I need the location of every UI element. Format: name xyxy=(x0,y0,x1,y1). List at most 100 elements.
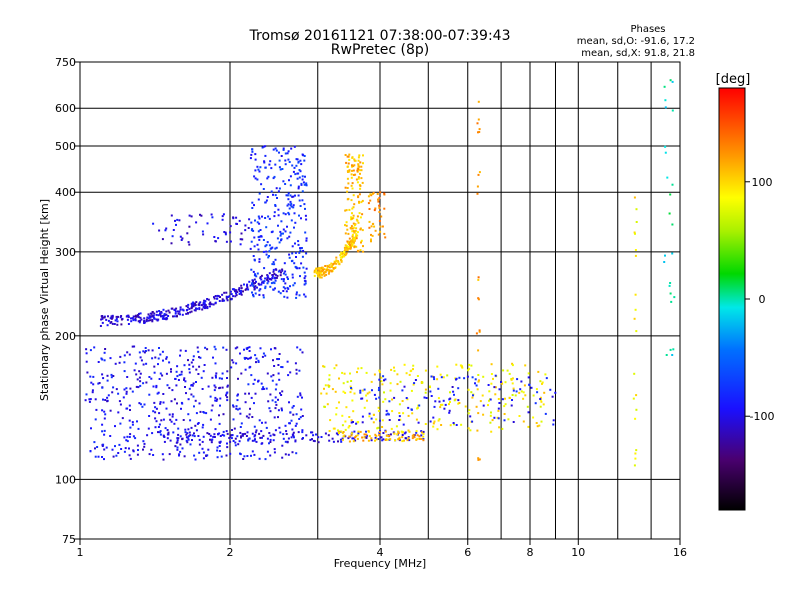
data-point xyxy=(266,372,269,375)
data-point xyxy=(351,235,354,238)
data-point xyxy=(413,382,416,385)
data-point xyxy=(351,182,354,185)
data-point xyxy=(120,315,123,317)
data-point xyxy=(266,437,269,440)
data-point xyxy=(356,169,359,172)
data-point xyxy=(188,431,191,434)
data-point xyxy=(245,435,248,437)
data-point xyxy=(267,280,270,283)
data-point xyxy=(412,383,415,386)
data-point xyxy=(442,399,445,402)
data-point xyxy=(353,430,356,433)
data-point xyxy=(449,397,452,400)
data-point xyxy=(295,368,298,371)
data-point xyxy=(106,396,109,399)
data-point xyxy=(348,237,351,240)
data-point xyxy=(199,410,202,413)
data-point xyxy=(144,350,147,352)
data-point xyxy=(264,145,267,148)
data-point xyxy=(195,412,198,415)
data-point xyxy=(254,153,257,156)
data-point xyxy=(383,391,385,394)
data-point xyxy=(88,400,91,403)
data-point xyxy=(436,378,439,381)
data-point xyxy=(153,365,156,368)
data-point xyxy=(457,402,460,405)
data-point xyxy=(268,250,271,253)
data-point xyxy=(292,284,295,287)
data-point xyxy=(189,419,192,422)
data-point xyxy=(256,243,259,246)
data-point xyxy=(270,247,273,250)
data-point xyxy=(346,187,349,189)
data-point xyxy=(545,377,548,380)
data-point xyxy=(140,318,143,321)
data-point xyxy=(222,413,225,416)
data-point xyxy=(669,282,672,284)
data-point xyxy=(137,427,140,430)
data-point xyxy=(157,431,159,434)
data-point xyxy=(293,166,296,169)
data-point xyxy=(139,312,142,315)
data-point xyxy=(253,285,256,288)
data-point xyxy=(273,272,276,275)
data-point xyxy=(273,365,276,367)
data-point xyxy=(457,387,460,390)
chart-title-line1: Tromsø 20161121 07:38:00-07:39:43 xyxy=(249,28,511,44)
data-point xyxy=(139,319,142,322)
data-point xyxy=(422,439,425,442)
data-point xyxy=(300,217,302,220)
data-point xyxy=(288,179,290,182)
data-point xyxy=(137,449,139,451)
data-point xyxy=(407,437,410,440)
data-point xyxy=(366,399,368,402)
data-point xyxy=(157,357,160,360)
data-point xyxy=(260,278,263,281)
data-point xyxy=(367,439,370,442)
data-point xyxy=(362,439,365,442)
data-point xyxy=(342,390,345,393)
data-point xyxy=(132,319,135,322)
data-point xyxy=(98,382,101,384)
data-point xyxy=(177,433,180,436)
data-point xyxy=(355,233,358,236)
data-point xyxy=(270,282,273,285)
data-point xyxy=(351,207,354,210)
data-point xyxy=(348,241,351,244)
data-point xyxy=(275,149,278,152)
data-point xyxy=(259,277,262,280)
data-point xyxy=(349,372,351,375)
data-point xyxy=(357,159,360,162)
data-point xyxy=(297,240,300,243)
data-point xyxy=(310,431,312,434)
data-point xyxy=(478,128,481,131)
data-point xyxy=(397,438,399,441)
data-point xyxy=(242,458,245,460)
data-point xyxy=(184,431,187,434)
data-point xyxy=(139,356,142,359)
data-point xyxy=(116,323,119,326)
data-point xyxy=(134,362,137,365)
data-point xyxy=(253,204,255,207)
data-point xyxy=(448,409,451,412)
data-point xyxy=(89,450,92,453)
data-point xyxy=(120,323,123,326)
data-point xyxy=(384,378,387,381)
data-point xyxy=(361,397,364,400)
data-point xyxy=(126,314,129,317)
data-point xyxy=(274,287,276,290)
data-point xyxy=(257,215,260,218)
data-point xyxy=(397,432,400,434)
data-point xyxy=(359,227,362,230)
data-point xyxy=(296,158,299,161)
data-point xyxy=(259,166,262,169)
data-point xyxy=(259,276,262,278)
data-point xyxy=(355,435,358,438)
data-point xyxy=(169,439,172,442)
data-point xyxy=(397,430,400,433)
data-point xyxy=(454,377,457,380)
data-point xyxy=(477,118,480,121)
data-point xyxy=(158,412,161,415)
data-point xyxy=(335,259,338,262)
data-point xyxy=(257,198,260,201)
